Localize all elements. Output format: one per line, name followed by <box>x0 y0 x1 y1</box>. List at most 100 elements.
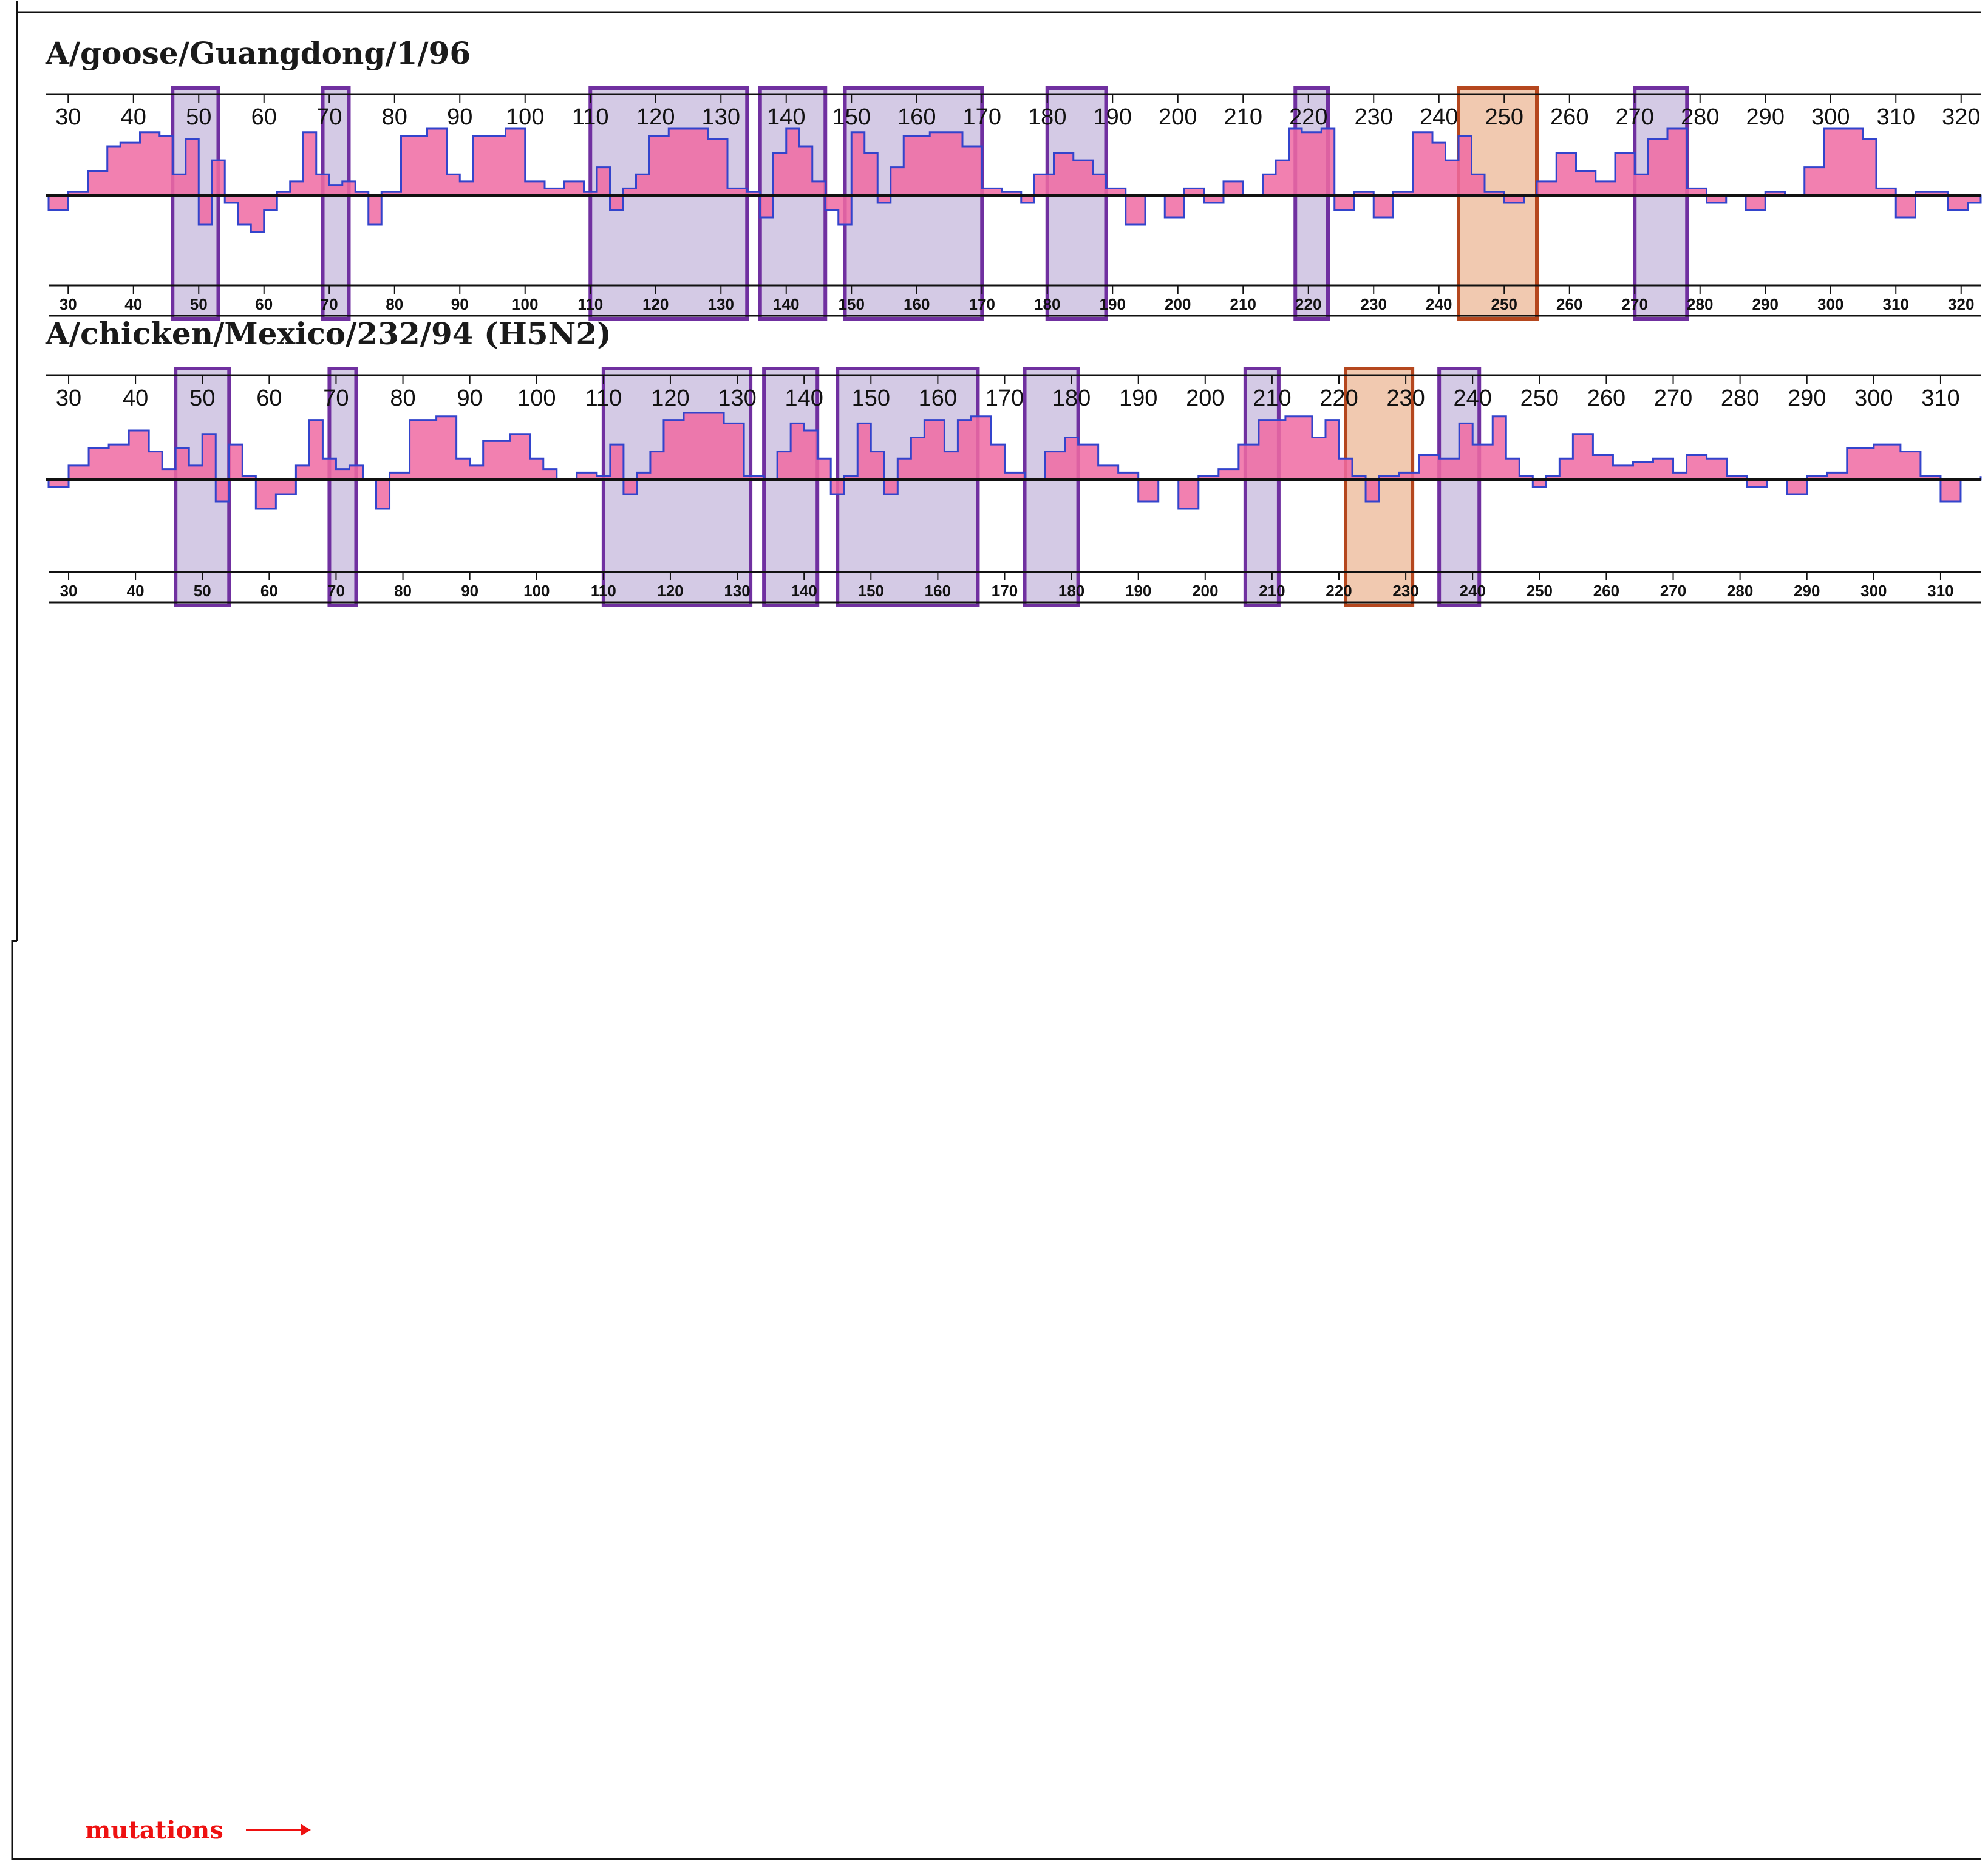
tick-label-top: 140 <box>785 386 823 411</box>
tick-label-bottom: 210 <box>1230 295 1256 313</box>
tick-label-bottom: 90 <box>451 295 469 313</box>
tick-label-bottom: 210 <box>1259 582 1285 600</box>
tick-label-top: 300 <box>1854 386 1893 411</box>
tick-label-bottom: 70 <box>327 582 345 600</box>
tick-label-top: 80 <box>390 386 415 411</box>
tick-label-bottom: 170 <box>992 582 1018 600</box>
panel-title: A/goose/Guangdong/1/96 <box>45 35 471 71</box>
tick-label-bottom: 40 <box>124 295 142 313</box>
tick-label-top: 30 <box>56 386 81 411</box>
tick-label-top: 40 <box>123 386 148 411</box>
tick-label-top: 320 <box>1942 104 1980 130</box>
tick-label-top: 270 <box>1654 386 1692 411</box>
tick-label-bottom: 110 <box>577 295 603 313</box>
tick-label-bottom: 300 <box>1860 582 1887 600</box>
tick-label-bottom: 140 <box>791 582 817 600</box>
tick-label-top: 100 <box>517 386 556 411</box>
region-box <box>762 367 820 607</box>
hydropathy-profile <box>47 127 1982 233</box>
tick-label-bottom: 280 <box>1727 582 1753 600</box>
tick-label-bottom: 220 <box>1326 582 1352 600</box>
tick-label-bottom: 30 <box>60 295 77 313</box>
tick-label-bottom: 170 <box>969 295 995 313</box>
tick-label-bottom: 60 <box>255 295 273 313</box>
tick-label-bottom: 160 <box>904 295 930 313</box>
mutations-arrow-head <box>301 1824 311 1836</box>
region-box <box>836 367 980 607</box>
tick-label-bottom: 120 <box>642 295 669 313</box>
tick-label-bottom: 150 <box>839 295 865 313</box>
tick-label-top: 30 <box>55 104 81 130</box>
tick-label-top: 180 <box>1052 386 1091 411</box>
tick-label-top: 260 <box>1587 386 1625 411</box>
tick-label-top: 250 <box>1520 386 1559 411</box>
tick-label-bottom: 310 <box>1883 295 1909 313</box>
tick-label-bottom: 160 <box>925 582 951 600</box>
tick-label-bottom: 230 <box>1392 582 1418 600</box>
tick-label-top: 40 <box>121 104 146 130</box>
region-box <box>327 367 358 607</box>
region-box <box>1045 86 1108 321</box>
hydropathy-panel-0: A/goose/Guangdong/1/96 30 30 40 40 50 50 60 60 70… <box>45 35 1982 321</box>
tick-label-top: 50 <box>186 104 211 130</box>
tick-label-top: 130 <box>702 104 740 130</box>
tick-label-top: 80 <box>382 104 407 130</box>
tick-label-top: 260 <box>1550 104 1588 130</box>
tick-label-top: 210 <box>1253 386 1291 411</box>
tick-label-top: 60 <box>256 386 282 411</box>
tick-label-top: 200 <box>1186 386 1224 411</box>
tick-label-top: 240 <box>1454 386 1492 411</box>
region-box <box>1023 367 1080 607</box>
tick-label-top: 190 <box>1119 386 1157 411</box>
tick-label-top: 120 <box>636 104 675 130</box>
tick-label-bottom: 200 <box>1165 295 1191 313</box>
tick-label-top: 160 <box>919 386 957 411</box>
tick-label-top: 200 <box>1159 104 1197 130</box>
figure-frame <box>11 1 1981 1860</box>
tick-label-bottom: 270 <box>1622 295 1648 313</box>
tick-label-bottom: 180 <box>1034 295 1060 313</box>
region-box <box>1293 86 1330 321</box>
tick-label-bottom: 280 <box>1687 295 1713 313</box>
tick-label-top: 220 <box>1289 104 1327 130</box>
tick-label-top: 280 <box>1721 386 1759 411</box>
tick-label-top: 270 <box>1616 104 1654 130</box>
tick-label-top: 70 <box>323 386 349 411</box>
tick-label-bottom: 320 <box>1948 295 1974 313</box>
tick-label-top: 230 <box>1355 104 1393 130</box>
tick-label-bottom: 140 <box>773 295 799 313</box>
tick-label-bottom: 190 <box>1100 295 1126 313</box>
region-box <box>843 86 984 321</box>
tick-label-top: 100 <box>506 104 544 130</box>
tick-label-bottom: 190 <box>1125 582 1151 600</box>
tick-label-bottom: 110 <box>591 582 616 600</box>
mutations-label: mutations <box>85 1816 223 1844</box>
tick-label-bottom: 80 <box>386 295 403 313</box>
tick-label-top: 90 <box>447 104 472 130</box>
tick-label-bottom: 90 <box>461 582 478 600</box>
tick-label-top: 170 <box>985 386 1024 411</box>
tick-label-bottom: 50 <box>190 295 208 313</box>
tick-label-top: 170 <box>963 104 1001 130</box>
tick-label-bottom: 40 <box>127 582 145 600</box>
tick-label-bottom: 200 <box>1192 582 1218 600</box>
tick-label-top: 290 <box>1746 104 1785 130</box>
tick-label-bottom: 300 <box>1817 295 1843 313</box>
tick-label-top: 150 <box>852 386 890 411</box>
tick-label-top: 310 <box>1921 386 1959 411</box>
tick-label-bottom: 70 <box>321 295 338 313</box>
tick-label-top: 110 <box>585 386 622 411</box>
tick-label-bottom: 220 <box>1295 295 1321 313</box>
tick-label-top: 130 <box>718 386 756 411</box>
region-box <box>321 86 351 321</box>
tick-label-bottom: 260 <box>1556 295 1582 313</box>
tick-label-top: 220 <box>1319 386 1358 411</box>
tick-label-bottom: 230 <box>1361 295 1387 313</box>
hydropathy-profile <box>47 412 1982 510</box>
tick-label-bottom: 30 <box>60 582 78 600</box>
tick-label-bottom: 100 <box>523 582 550 600</box>
tick-label-bottom: 240 <box>1426 295 1452 313</box>
tick-label-top: 290 <box>1788 386 1826 411</box>
tick-label-top: 120 <box>651 386 689 411</box>
